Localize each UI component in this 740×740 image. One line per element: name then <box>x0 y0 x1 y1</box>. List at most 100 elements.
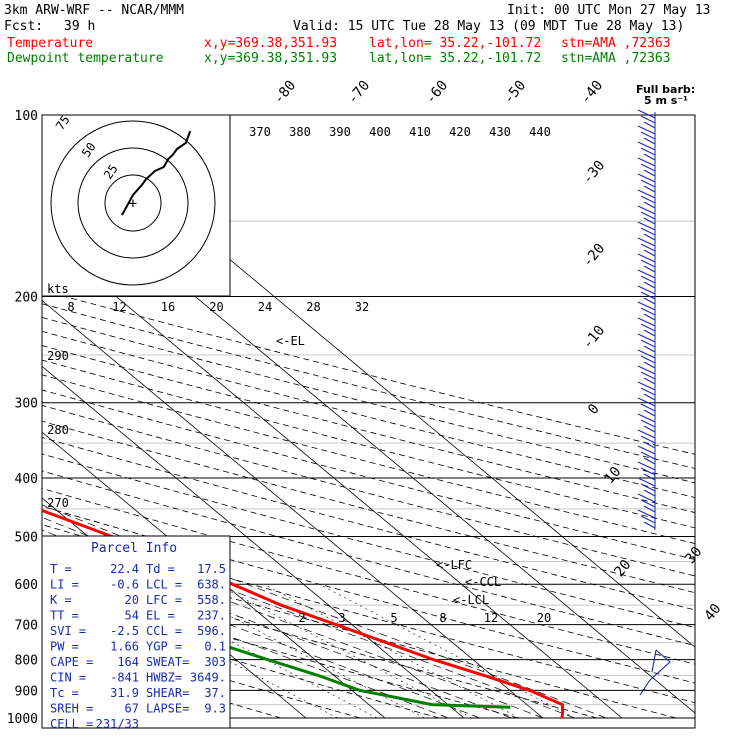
parcel-param-label: LAPSE= <box>146 702 189 716</box>
parcel-param-label: CELL = <box>50 717 93 731</box>
parcel-param-label: YGP = <box>146 640 182 654</box>
parcel-param-label: SWEAT= <box>146 655 189 669</box>
parcel-param-value: 164 <box>117 655 139 669</box>
mixing-ratio-line <box>319 583 575 719</box>
parcel-param-label: SHEAR= <box>146 686 189 700</box>
dry-adiabat <box>42 437 695 611</box>
wind-barb <box>637 173 656 193</box>
mixing-ratio-label: 2 <box>298 611 305 625</box>
theta-label: 440 <box>529 125 551 139</box>
parcel-param-value: 638. <box>197 578 226 592</box>
parcel-param-value: 558. <box>197 593 226 607</box>
wind-barb <box>639 649 671 696</box>
hodograph-ring <box>50 120 216 286</box>
temperature-axis-label: 24 <box>258 300 272 314</box>
level-annotation-lfc: <-LFC <box>436 558 472 572</box>
hodograph-ring-label: 25 <box>101 162 121 182</box>
parcel-param-value: 17.5 <box>197 562 226 576</box>
parcel-param-label: SREH = <box>50 702 93 716</box>
temperature-axis-label: 20 <box>209 300 223 314</box>
theta-label: 380 <box>289 125 311 139</box>
dewpoint-legend: Dewpoint temperature <box>7 51 164 66</box>
parcel-param-label: CIN = <box>50 671 86 685</box>
storm-motion-marker: + <box>129 196 137 212</box>
parcel-param-label: LFC = <box>146 593 182 607</box>
parcel-param-value: 67 <box>125 702 139 716</box>
pressure-label: 400 <box>15 472 38 487</box>
wind-barb <box>637 477 656 497</box>
dry-adiabat <box>42 290 695 455</box>
parcel-param-value: 54 <box>125 609 139 623</box>
parcel-info-box <box>41 535 231 729</box>
parcel-info-title: Parcel Info <box>91 541 177 556</box>
isotherm-line <box>42 431 386 719</box>
isotherm-label: -20 <box>580 241 609 271</box>
parcel-param-label: T = <box>50 562 72 576</box>
dewpoint-latlon: lat,lon= 35.22,-101.72 <box>369 51 542 66</box>
wind-barb <box>637 237 656 257</box>
wind-barb <box>637 141 656 161</box>
hodograph-ring-label: 50 <box>79 140 99 160</box>
isotherm-label: 40 <box>701 601 724 624</box>
wind-barb <box>637 413 656 433</box>
isotherm-label: -30 <box>580 158 609 188</box>
wind-barb <box>637 381 656 401</box>
hodograph-ring <box>104 174 162 232</box>
valid-time: Valid: 15 UTC Tue 28 May 13 (09 MDT Tue … <box>293 19 685 34</box>
theta-label: 370 <box>249 125 271 139</box>
pressure-label: 100 <box>15 109 38 124</box>
parcel-param-value: 596. <box>197 624 226 638</box>
hodograph-trace <box>121 130 192 216</box>
parcel-param-value: -0.6 <box>110 578 139 592</box>
isotherm-label: -70 <box>345 78 374 108</box>
parcel-param-label: PW = <box>50 640 79 654</box>
wind-barb <box>637 493 656 513</box>
isotherm-label: -80 <box>271 78 300 108</box>
parcel-param-value: 231/33 <box>96 717 139 731</box>
plot-frame <box>41 114 696 729</box>
wind-barb <box>637 509 656 529</box>
level-annotation-el: <-EL <box>276 334 305 348</box>
hodograph-ring <box>77 147 189 259</box>
mixing-ratio-label: 8 <box>439 611 446 625</box>
isotherm-label: -40 <box>578 78 607 108</box>
temperature-axis-label: 28 <box>306 300 320 314</box>
isotherm-line <box>42 299 544 719</box>
pressure-label: 300 <box>15 397 38 412</box>
parcel-param-label: HWBZ= <box>146 671 182 685</box>
wind-barb <box>637 349 656 369</box>
parcel-param-value: 237. <box>197 609 226 623</box>
theta-label: 410 <box>409 125 431 139</box>
parcel-param-value: 303 <box>204 655 226 669</box>
dry-adiabat <box>42 470 695 647</box>
wind-barb <box>637 189 656 209</box>
level-annotation-lcl: <-LCL <box>453 593 489 607</box>
wind-barb <box>637 269 656 289</box>
wind-barb <box>637 429 656 449</box>
parcel-param-label: Td = <box>146 562 175 576</box>
temperature-xy: x,y=369.38,351.93 <box>204 36 338 51</box>
temperature-axis-label: 32 <box>355 300 369 314</box>
temperature-station: stn=AMA ,72363 <box>561 36 671 51</box>
pressure-label: 200 <box>15 291 38 306</box>
theta-label: 290 <box>47 349 69 363</box>
pressure-label: 800 <box>15 654 38 669</box>
isotherm-label: -10 <box>580 323 609 353</box>
dry-adiabat <box>42 505 695 684</box>
parcel-param-label: Tc = <box>50 686 79 700</box>
theta-label: 390 <box>329 125 351 139</box>
theta-label: 420 <box>449 125 471 139</box>
wind-barb <box>637 333 656 353</box>
parcel-param-value: 1.66 <box>110 640 139 654</box>
isotherm-label: -60 <box>423 78 452 108</box>
wind-barb <box>637 125 656 145</box>
parcel-param-label: K = <box>50 593 72 607</box>
moist-adiabat <box>42 504 607 719</box>
parcel-param-label: CCL = <box>146 624 182 638</box>
temperature-axis-label: 12 <box>112 300 126 314</box>
pressure-label: 1000 <box>7 712 38 727</box>
parcel-param-label: SVI = <box>50 624 86 638</box>
model-title: 3km ARW-WRF -- NCAR/MMM <box>4 3 185 18</box>
dry-adiabat <box>42 303 695 469</box>
